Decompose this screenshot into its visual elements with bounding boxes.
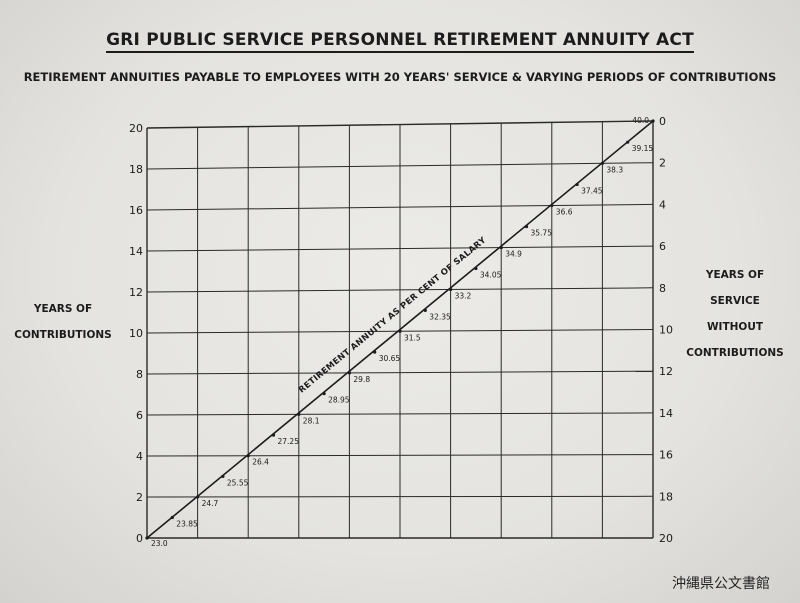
data-label: 28.95: [328, 396, 350, 405]
data-label: 29.8: [353, 375, 370, 384]
data-point: [271, 433, 276, 437]
data-point: [600, 161, 605, 165]
data-point: [221, 474, 225, 478]
data-point: [499, 245, 503, 250]
data-label: 34.05: [480, 271, 502, 280]
data-point: [145, 536, 149, 540]
data-point: [550, 203, 554, 208]
data-label: 40.0: [632, 116, 649, 125]
data-label: 34.9: [505, 250, 522, 259]
right-tick-label: 10: [659, 324, 673, 337]
right-tick-label: 20: [659, 532, 673, 545]
right-axis-label: YEARS OF SERVICE WITHOUT CONTRIBUTIONS: [680, 262, 790, 366]
grid-line-horizontal: [146, 162, 654, 170]
data-label: 25.55: [227, 478, 249, 487]
annuity-line: [146, 120, 654, 539]
data-point: [297, 412, 301, 416]
data-point: [196, 495, 200, 499]
data-point: [524, 224, 529, 229]
data-point: [170, 515, 174, 520]
data-point: [626, 140, 630, 144]
chart-title: GRI PUBLIC SERVICE PERSONNEL RETIREMENT …: [0, 30, 800, 53]
data-label: 30.65: [379, 354, 401, 363]
data-label: 37.45: [581, 186, 603, 195]
left-axis-label-line: CONTRIBUTIONS: [14, 329, 112, 341]
grid-line-horizontal: [146, 287, 654, 293]
data-point: [474, 266, 478, 271]
right-tick-label: 6: [659, 240, 666, 253]
data-label: 24.7: [202, 499, 219, 508]
left-axis-label-line: YEARS OF: [33, 303, 93, 315]
grid-line-horizontal: [146, 203, 654, 211]
data-point: [423, 308, 427, 312]
left-tick-label: 18: [129, 163, 143, 176]
data-label: 32.35: [429, 312, 451, 321]
left-tick-label: 4: [136, 450, 143, 463]
data-label: 23.0: [151, 539, 168, 548]
right-tick-label: 18: [659, 490, 673, 503]
chart-subtitle: RETIREMENT ANNUITIES PAYABLE TO EMPLOYEE…: [23, 70, 777, 84]
data-label: 23.85: [176, 519, 198, 528]
left-tick-label: 0: [136, 532, 143, 545]
grid-line-horizontal: [146, 370, 654, 375]
line-label: RETIREMENT ANNUITY AS PER CENT OF SALARY: [297, 235, 489, 395]
data-label: 33.2: [455, 291, 472, 300]
right-tick-label: 2: [659, 157, 666, 170]
right-tick-label: 4: [659, 198, 666, 211]
data-point: [347, 371, 351, 375]
left-tick-label: 14: [129, 245, 143, 258]
grid-line-horizontal: [146, 454, 654, 457]
data-label: 36.6: [556, 208, 573, 217]
data-point: [373, 350, 377, 354]
data-point: [398, 329, 402, 333]
left-tick-label: 20: [129, 122, 143, 135]
data-label: 31.5: [404, 333, 421, 342]
grid-line-horizontal: [146, 245, 654, 252]
data-label: 38.3: [606, 165, 623, 174]
left-tick-label: 12: [129, 286, 143, 299]
left-tick-label: 8: [136, 368, 143, 381]
right-axis-label-line: YEARS OF: [705, 269, 765, 281]
data-point: [651, 119, 655, 123]
left-axis-label: YEARS OF CONTRIBUTIONS: [8, 296, 118, 348]
grid-line-horizontal: [146, 120, 654, 129]
right-tick-label: 8: [659, 282, 666, 295]
left-tick-label: 2: [136, 491, 143, 504]
left-tick-label: 10: [129, 327, 143, 340]
right-tick-label: 14: [659, 407, 673, 420]
data-point: [449, 287, 453, 292]
right-tick-label: 0: [659, 115, 666, 128]
data-label: 26.4: [252, 458, 269, 467]
grid-line-horizontal: [146, 412, 654, 416]
data-point: [322, 392, 326, 396]
chart-title-text: GRI PUBLIC SERVICE PERSONNEL RETIREMENT …: [106, 30, 694, 53]
data-label: 39.15: [632, 144, 654, 153]
left-tick-label: 16: [129, 204, 143, 217]
right-tick-label: 16: [659, 449, 673, 462]
data-point: [246, 454, 250, 458]
right-axis-label-line: SERVICE: [710, 295, 760, 307]
data-label: 35.75: [531, 229, 553, 238]
data-label: 28.1: [303, 416, 320, 425]
data-point: [575, 182, 579, 187]
archive-watermark: 沖縄県公文書館: [672, 576, 770, 592]
right-axis-label-line: WITHOUT: [706, 321, 764, 333]
right-tick-label: 12: [659, 365, 673, 378]
data-label: 27.25: [278, 437, 300, 446]
right-axis-label-line: CONTRIBUTIONS: [686, 347, 784, 359]
left-tick-label: 6: [136, 409, 143, 422]
grid-line-horizontal: [146, 495, 654, 498]
